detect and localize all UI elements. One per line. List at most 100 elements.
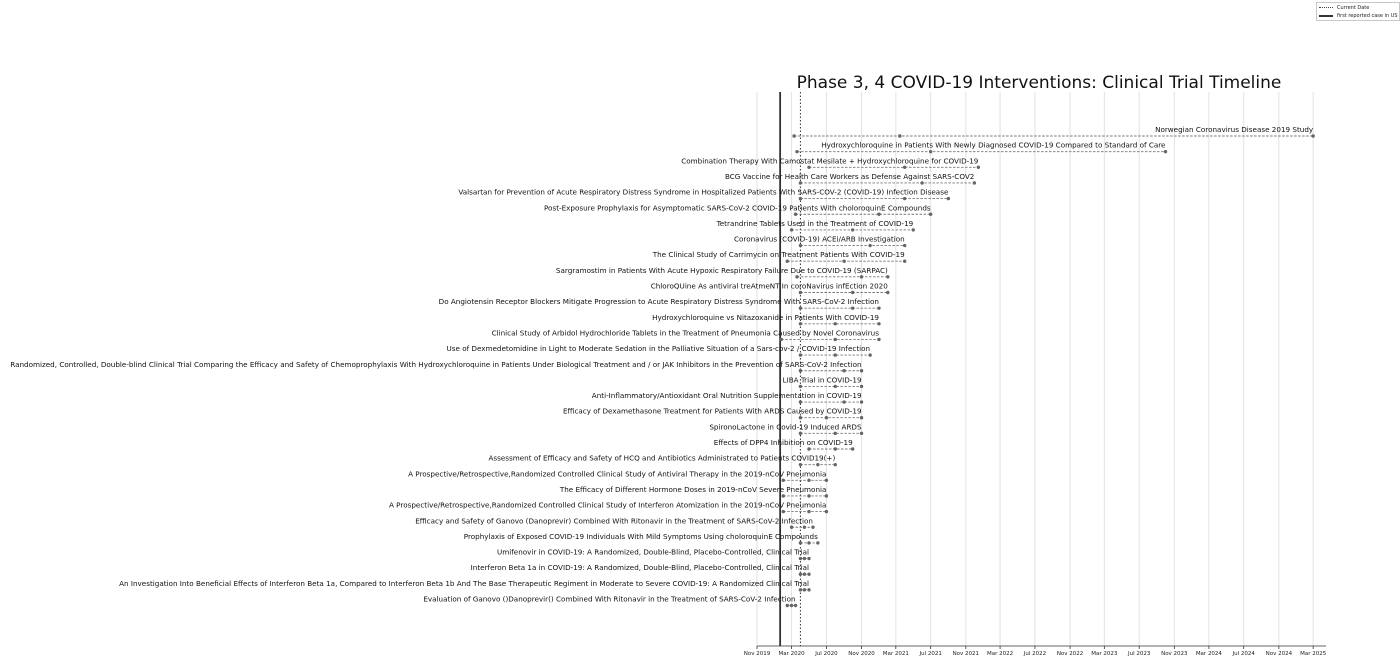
trial-end-point bbox=[807, 556, 811, 561]
trial-mid-point bbox=[807, 478, 811, 482]
grid-lines bbox=[756, 92, 1314, 646]
trial-start-point bbox=[798, 353, 803, 357]
trial-end-point bbox=[824, 509, 829, 514]
trial-mid-point bbox=[833, 337, 837, 342]
trial-end-point bbox=[859, 416, 864, 420]
trial-end-point bbox=[877, 337, 881, 342]
trial-start-point bbox=[798, 416, 803, 420]
trial-label: Interferon Beta 1a in COVID-19: A Random… bbox=[471, 563, 809, 572]
trial-label: LIBA Trial in COVID-19 bbox=[783, 375, 862, 384]
trial-end-point bbox=[946, 196, 951, 201]
legend-label-current-date: Current Date bbox=[1337, 4, 1370, 11]
x-tick-label: Nov 2024 bbox=[1266, 651, 1293, 657]
trial-mid-point bbox=[842, 400, 846, 404]
trial-mid-point bbox=[842, 369, 846, 373]
trial-mid-point bbox=[789, 603, 794, 608]
trial-row: The Efficacy of Different Hormone Doses … bbox=[559, 485, 829, 498]
trial-start-point bbox=[798, 369, 803, 373]
trial-end-point bbox=[911, 228, 915, 232]
trial-end-point bbox=[902, 259, 907, 263]
x-tick-label: Nov 2021 bbox=[953, 651, 979, 657]
trial-end-point bbox=[859, 369, 864, 373]
trial-end-point bbox=[976, 165, 981, 169]
trial-end-point bbox=[868, 353, 872, 357]
trial-row: Valsartan for Prevention of Acute Respir… bbox=[458, 188, 951, 201]
trial-mid-point bbox=[807, 509, 811, 514]
trial-start-point bbox=[793, 212, 798, 216]
trial-label: Clinical Study of Arbidol Hydrochloride … bbox=[492, 328, 880, 337]
trial-row: An Investigation Into Beneficial Effects… bbox=[119, 579, 811, 592]
trial-mid-point bbox=[877, 212, 881, 216]
trial-label: Use of Dexmedetomidine in Light to Moder… bbox=[447, 344, 871, 353]
trial-mid-point bbox=[816, 462, 820, 467]
trial-mid-point bbox=[802, 588, 807, 592]
x-tick-label: Nov 2023 bbox=[1161, 651, 1188, 657]
trial-mid-point bbox=[807, 494, 811, 498]
trial-start-point bbox=[807, 165, 811, 169]
trial-row: Interferon Beta 1a in COVID-19: A Random… bbox=[471, 563, 811, 576]
trial-label: Evaluation of Ganovo ()Danoprevir() Comb… bbox=[423, 595, 795, 604]
trial-end-point bbox=[811, 525, 815, 529]
trial-end-point bbox=[877, 306, 881, 310]
trial-row: Efficacy of Dexamethasone Treatment for … bbox=[563, 407, 864, 420]
x-tick-label: Nov 2019 bbox=[744, 651, 771, 657]
trial-end-point bbox=[1311, 134, 1315, 138]
x-tick-label: Mar 2025 bbox=[1300, 651, 1327, 657]
trial-label: Post-Exposure Prophylaxis for Asymptomat… bbox=[544, 203, 931, 212]
legend-item-first-case: first reported case in US bbox=[1319, 12, 1398, 19]
trial-end-point bbox=[928, 212, 933, 216]
trial-label: Do Angiotensin Receptor Blockers Mitigat… bbox=[439, 297, 879, 306]
trial-start-point bbox=[785, 603, 789, 608]
trial-mid-point bbox=[833, 431, 837, 436]
trial-row: Umifenovir in COVID-19: A Randomized, Do… bbox=[497, 548, 811, 561]
trial-label: Hydroxychloroquine vs Nitazoxanide in Pa… bbox=[652, 313, 879, 322]
trial-label: Anti-Inflammatory/Antioxidant Oral Nutri… bbox=[592, 391, 862, 400]
trial-end-point bbox=[1163, 149, 1168, 154]
trial-row: Coronavirus (COVID-19) ACEi/ARB Investig… bbox=[734, 235, 907, 248]
trial-end-point bbox=[824, 478, 829, 482]
trial-mid-point bbox=[833, 353, 837, 357]
trial-label: Norwegian Coronavirus Disease 2019 Study bbox=[1155, 125, 1314, 134]
trial-mid-point bbox=[928, 149, 933, 154]
trial-start-point bbox=[798, 384, 803, 389]
x-tick-label: Nov 2020 bbox=[848, 651, 875, 657]
trial-mid-point bbox=[802, 556, 807, 561]
trial-mid-point bbox=[868, 243, 872, 248]
trial-mid-point bbox=[833, 384, 837, 389]
trial-label: The Efficacy of Different Hormone Doses … bbox=[559, 485, 827, 494]
trial-start-point bbox=[792, 134, 796, 138]
trial-rows: Norwegian Coronavirus Disease 2019 Study… bbox=[10, 125, 1315, 608]
legend: Current Date first reported case in US bbox=[1316, 2, 1400, 21]
trial-row: Tetrandrine Tablets Used in the Treatmen… bbox=[716, 219, 915, 232]
x-axis: Nov 2019 Mar 2020 Jul 2020 Nov 2020 Mar 2021… bbox=[744, 645, 1327, 657]
trial-row: Hydroxychloroquine vs Nitazoxanide in Pa… bbox=[652, 313, 881, 326]
trial-row: Use of Dexmedetomidine in Light to Moder… bbox=[447, 344, 872, 357]
x-tick-label: Jul 2022 bbox=[1023, 651, 1046, 657]
trial-mid-point bbox=[898, 134, 902, 138]
trial-mid-point bbox=[802, 525, 807, 529]
trial-row: BCG Vaccine for Health Care Workers as D… bbox=[725, 172, 977, 185]
trial-label: A Prospective/Retrospective,Randomized C… bbox=[408, 469, 826, 478]
trial-end-point bbox=[833, 462, 837, 467]
trial-mid-point bbox=[920, 181, 924, 185]
trial-end-point bbox=[793, 603, 798, 608]
trial-row: A Prospective/Retrospective,Randomized C… bbox=[408, 469, 829, 482]
x-tick-label: Jul 2021 bbox=[918, 651, 941, 657]
legend-label-first-case: first reported case in US bbox=[1337, 12, 1398, 19]
trial-row: ChloroQUine As antiviral treAtmeNT In co… bbox=[651, 282, 890, 295]
legend-item-current-date: Current Date bbox=[1319, 4, 1369, 11]
trial-label: A Prospective/Retrospective,Randomized C… bbox=[389, 501, 826, 510]
trial-label: Efficacy and Safety of Ganovo (Danoprevi… bbox=[415, 516, 813, 525]
trial-mid-point bbox=[842, 259, 846, 263]
trial-start-point bbox=[798, 322, 803, 326]
trial-label: Assessment of Efficacy and Safety of HCQ… bbox=[488, 454, 835, 463]
trial-start-point bbox=[798, 290, 803, 295]
trial-start-point bbox=[798, 306, 803, 310]
trial-start-point bbox=[798, 196, 803, 201]
x-tick-label: Mar 2024 bbox=[1196, 651, 1223, 657]
trial-start-point bbox=[798, 541, 803, 545]
trial-row: SpironoLactone in Covid-19 Induced ARDS bbox=[709, 422, 864, 436]
trial-mid-point bbox=[802, 572, 807, 576]
trial-start-point bbox=[795, 275, 799, 279]
